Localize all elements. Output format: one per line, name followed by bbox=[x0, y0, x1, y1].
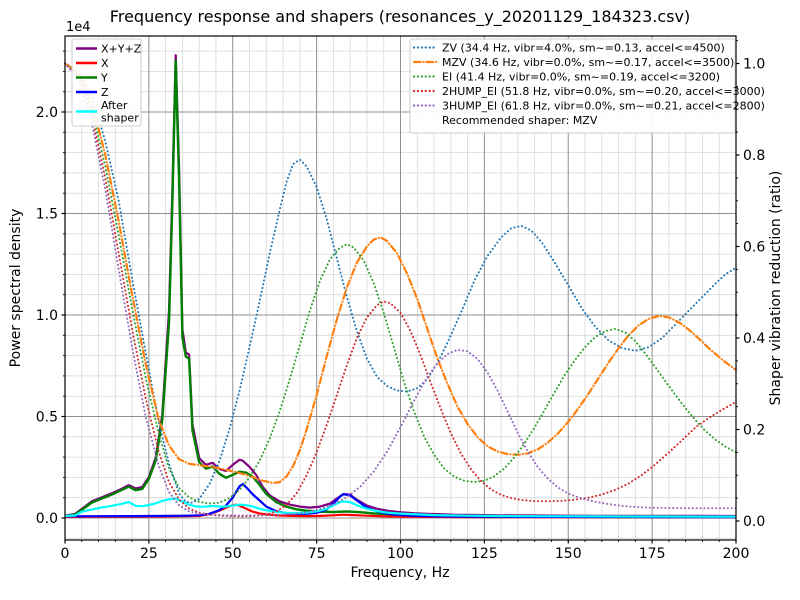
series-after-shaper bbox=[64, 497, 736, 518]
y-axis-right-label: Shaper vibration reduction (ratio) bbox=[768, 171, 784, 406]
x-axis-label: Frequency, Hz bbox=[350, 565, 449, 581]
legend-recommended-shaper: Recommended shaper: MZV bbox=[442, 114, 598, 127]
series-mzv bbox=[63, 62, 738, 485]
legend-shaper-label: EI (41.4 Hz, vibr=0.0%, sm~=0.19, accel<… bbox=[442, 70, 720, 83]
legend-psd-label: After bbox=[101, 99, 128, 112]
y-left-tick-label: 0.0 bbox=[36, 511, 58, 527]
legend-shaper-label: MZV (34.6 Hz, vibr=0.0%, sm~=0.17, accel… bbox=[442, 56, 734, 69]
y-left-tick-label: 2.0 bbox=[36, 105, 58, 121]
y-right-tick-label: 0.4 bbox=[743, 331, 765, 347]
y-right-tick-label: 0.8 bbox=[743, 148, 765, 164]
x-tick-label: 175 bbox=[639, 546, 666, 562]
legend-shaper-label: ZV (34.4 Hz, vibr=4.0%, sm~=0.13, accel<… bbox=[442, 41, 725, 54]
x-tick-label: 150 bbox=[555, 546, 582, 562]
y-left-tick-label: 0.5 bbox=[36, 409, 58, 425]
y-left-tick-label: 1.0 bbox=[36, 308, 58, 324]
legend-psd-label: X+Y+Z bbox=[101, 42, 142, 55]
x-tick-label: 0 bbox=[61, 546, 70, 562]
x-tick-label: 50 bbox=[224, 546, 242, 562]
legend-psd-label: shaper bbox=[101, 111, 139, 124]
ticks-layer: 0 25 50 75 100 125 150 175 200 0.0 0.5 1.0 1.5 2.0 0.0… bbox=[36, 40, 765, 562]
legend-shapers-frame bbox=[409, 38, 736, 134]
legend-psd-label: Z bbox=[101, 86, 109, 99]
series-zv bbox=[64, 62, 737, 504]
y-axis-left-label: Power spectral density bbox=[8, 209, 24, 368]
y-right-tick-label: 0.2 bbox=[743, 422, 765, 438]
legend-shaper-label: 3HUMP_EI (61.8 Hz, vibr=0.0%, sm~=0.21, … bbox=[442, 99, 765, 112]
y-right-tick-label: 0.0 bbox=[743, 514, 765, 530]
x-tick-label: 25 bbox=[140, 546, 158, 562]
x-tick-label: 200 bbox=[723, 546, 750, 562]
y-right-tick-label: 1.0 bbox=[743, 56, 765, 72]
y-right-tick-label: 0.6 bbox=[743, 239, 765, 255]
series-2hump-ei bbox=[64, 62, 737, 518]
legend-shaper-label: 2HUMP_EI (51.8 Hz, vibr=0.0%, sm~=0.20, … bbox=[442, 85, 765, 98]
x-tick-label: 100 bbox=[387, 546, 414, 562]
x-tick-label: 75 bbox=[308, 546, 326, 562]
legend-psd-frame bbox=[71, 38, 142, 127]
x-tick-label: 125 bbox=[471, 546, 498, 562]
series-3hump-ei bbox=[64, 62, 737, 517]
legend-psd-label: Y bbox=[100, 71, 108, 84]
y-axis-offset-text: 1e4 bbox=[66, 20, 91, 35]
chart-title: Frequency response and shapers (resonanc… bbox=[110, 7, 690, 27]
legend-psd-label: X bbox=[101, 57, 109, 70]
legend-shapers: ZV (34.4 Hz, vibr=4.0%, sm~=0.13, accel<… bbox=[409, 38, 765, 134]
series-layer bbox=[63, 54, 738, 519]
y-left-tick-label: 1.5 bbox=[36, 206, 58, 222]
